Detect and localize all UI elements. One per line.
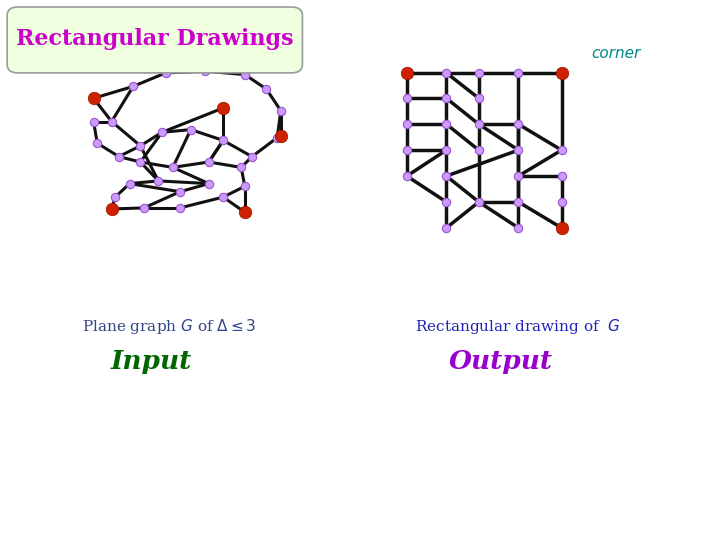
Text: Rectangular drawing of  $G$: Rectangular drawing of $G$: [415, 317, 621, 336]
Text: Input: Input: [111, 349, 192, 374]
Text: Rectangular Drawings: Rectangular Drawings: [16, 28, 294, 50]
Text: Plane graph $G$ of $\Delta\leq 3$: Plane graph $G$ of $\Delta\leq 3$: [82, 317, 256, 336]
FancyBboxPatch shape: [7, 7, 302, 73]
Text: Output: Output: [449, 349, 552, 374]
Text: corner: corner: [591, 46, 640, 62]
